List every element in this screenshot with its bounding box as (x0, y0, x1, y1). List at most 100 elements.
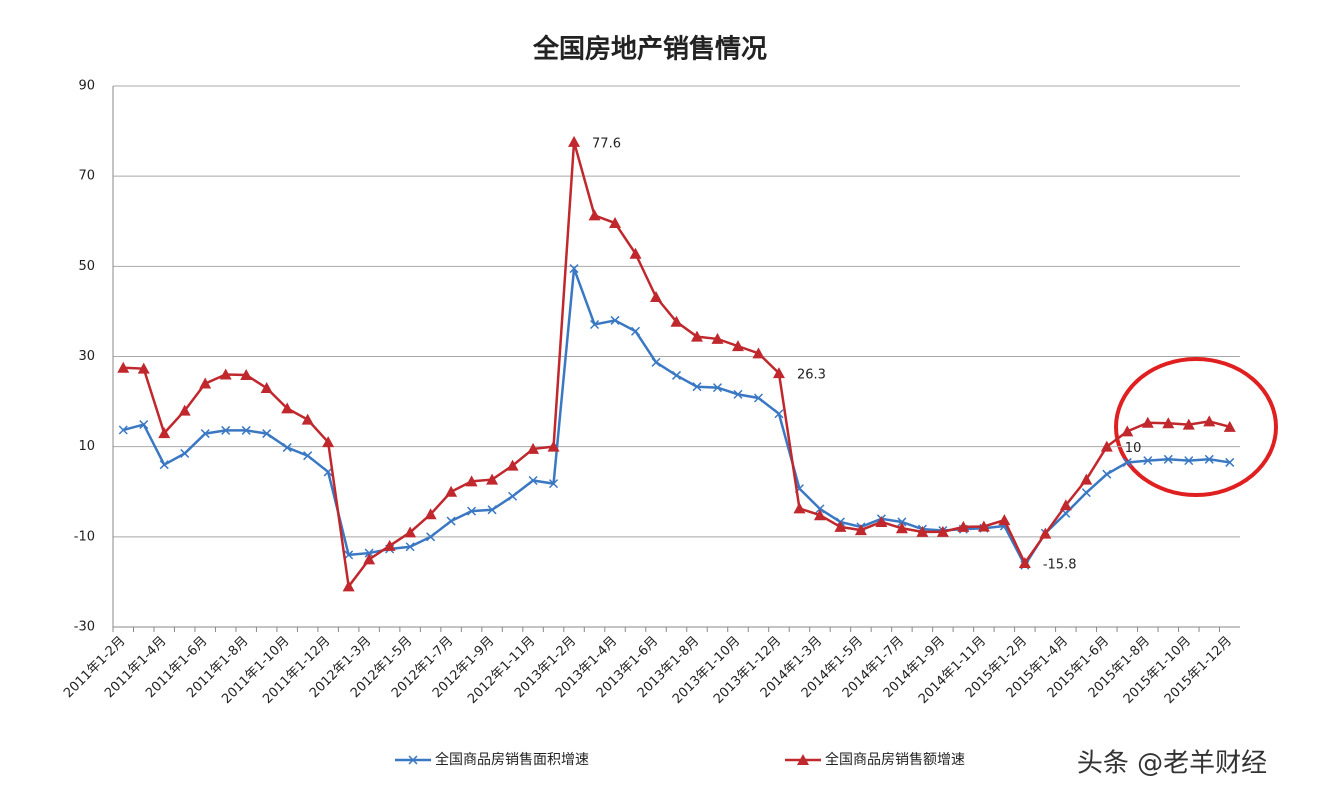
point-marker (772, 367, 785, 379)
point-marker (610, 315, 620, 325)
y-tick-label: 30 (78, 349, 95, 364)
point-marker (1039, 527, 1052, 539)
point-marker (752, 347, 765, 359)
point-marker (712, 383, 723, 393)
point-marker (875, 515, 888, 527)
y-tick-label: -30 (74, 620, 95, 635)
point-marker (630, 326, 641, 336)
point-marker (1163, 454, 1173, 464)
point-marker (916, 525, 929, 537)
data-label: -15.8 (1043, 557, 1077, 572)
point-marker (404, 526, 417, 538)
point-marker (568, 135, 581, 147)
point-marker (260, 382, 273, 394)
point-marker (445, 485, 458, 497)
point-marker (690, 330, 703, 342)
point-marker (733, 389, 743, 399)
point-marker (158, 427, 171, 439)
point-marker (1204, 454, 1214, 464)
highlight-circle (1114, 357, 1278, 497)
point-marker (487, 505, 497, 515)
point-marker (671, 370, 682, 380)
point-marker (303, 451, 313, 461)
point-marker (1203, 415, 1216, 427)
point-marker (1081, 488, 1091, 498)
y-tick-label: 90 (78, 79, 95, 94)
point-marker (508, 491, 518, 501)
point-marker (219, 368, 232, 380)
point-marker (527, 442, 540, 454)
data-label: 26.3 (797, 368, 826, 383)
point-marker (344, 550, 354, 560)
point-marker (301, 413, 314, 425)
point-marker (364, 548, 374, 558)
point-marker (569, 264, 579, 274)
data-label: 77.6 (592, 136, 621, 151)
point-marker (282, 443, 292, 453)
point-marker (240, 368, 253, 380)
point-marker (834, 520, 847, 532)
legend-marker (797, 754, 809, 765)
y-tick-label: -10 (74, 529, 95, 544)
y-tick-label: 10 (78, 439, 95, 454)
point-marker (1122, 457, 1132, 467)
point-marker (1162, 417, 1175, 429)
point-marker (465, 475, 478, 487)
point-marker (1184, 456, 1194, 466)
point-marker (1102, 469, 1112, 479)
point-marker (629, 247, 642, 259)
point-marker (1080, 473, 1093, 485)
point-marker (588, 209, 601, 221)
point-marker (137, 362, 150, 374)
point-marker (998, 514, 1011, 526)
point-marker (1059, 499, 1072, 511)
point-marker (549, 479, 559, 489)
point-marker (426, 532, 436, 542)
point-marker (322, 436, 335, 448)
y-tick-label: 70 (78, 169, 95, 184)
point-marker (813, 509, 826, 521)
point-marker (793, 502, 806, 514)
point-marker (651, 357, 661, 367)
point-marker (467, 506, 477, 516)
point-marker (711, 332, 724, 344)
point-marker (1018, 556, 1031, 568)
chart-title: 全国房地产销售情况 (532, 34, 767, 65)
point-marker (547, 440, 560, 452)
point-marker (774, 409, 784, 419)
point-marker (1100, 440, 1113, 452)
point-marker (117, 361, 130, 373)
point-marker (1141, 416, 1154, 428)
legend-label: 全国商品房销售额增速 (825, 751, 965, 768)
point-marker (342, 580, 355, 592)
point-marker (446, 516, 456, 526)
point-marker (692, 382, 702, 392)
point-marker (1182, 418, 1195, 430)
point-marker (200, 429, 210, 439)
point-marker (178, 404, 191, 416)
point-marker (1223, 420, 1236, 432)
point-marker (957, 520, 970, 532)
point-marker (1143, 456, 1153, 466)
point-marker (528, 475, 538, 486)
point-marker (815, 504, 825, 514)
point-marker (731, 340, 744, 352)
point-marker (895, 522, 908, 534)
legend-marker (408, 755, 418, 765)
point-marker (363, 553, 376, 565)
point-marker (118, 425, 128, 435)
point-marker (1121, 425, 1134, 437)
point-marker (281, 402, 294, 414)
legend-label: 全国商品房销售面积增速 (435, 751, 589, 768)
point-marker (506, 459, 519, 471)
point-marker (424, 508, 437, 520)
point-marker (383, 539, 396, 551)
data-label: 10 (1125, 441, 1142, 456)
point-marker (753, 393, 763, 403)
point-marker (897, 517, 907, 527)
y-tick-label: 50 (78, 259, 95, 274)
point-marker (159, 460, 169, 470)
point-marker (139, 420, 149, 430)
point-marker (590, 319, 600, 330)
